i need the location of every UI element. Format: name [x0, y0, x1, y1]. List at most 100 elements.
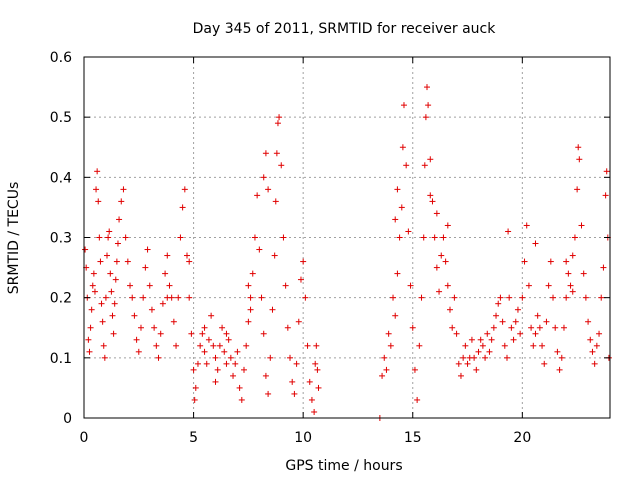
data-point: [267, 354, 274, 361]
data-point: [245, 282, 252, 289]
data-point: [186, 258, 193, 265]
data-point: [475, 348, 482, 355]
data-point: [101, 354, 108, 361]
data-point: [210, 342, 217, 349]
data-point: [201, 324, 208, 331]
data-point: [247, 306, 254, 313]
data-point: [433, 264, 440, 271]
data-point: [227, 354, 234, 361]
data-point: [208, 312, 215, 319]
data-point: [596, 330, 603, 337]
data-point: [499, 318, 506, 325]
data-point: [400, 102, 407, 109]
data-point: [90, 270, 97, 277]
data-point: [311, 408, 318, 415]
data-point: [575, 144, 582, 151]
data-point: [556, 366, 563, 373]
data-point: [563, 258, 570, 265]
data-point: [506, 294, 513, 301]
data-point: [423, 84, 430, 91]
data-point: [95, 198, 102, 205]
data-point: [118, 198, 125, 205]
data-point: [129, 294, 136, 301]
data-point: [427, 156, 434, 163]
data-point: [508, 324, 515, 331]
data-point: [429, 198, 436, 205]
data-point: [93, 186, 100, 193]
data-point: [225, 336, 232, 343]
data-point: [238, 396, 245, 403]
data-point: [112, 276, 119, 283]
data-point: [223, 330, 230, 337]
data-point: [574, 186, 581, 193]
data-point: [173, 342, 180, 349]
data-point: [177, 234, 184, 241]
data-point: [94, 168, 101, 175]
data-point: [232, 360, 239, 367]
data-point: [191, 396, 198, 403]
x-tick-label: 20: [513, 430, 531, 446]
data-point: [96, 234, 103, 241]
data-point: [411, 366, 418, 373]
data-point: [565, 270, 572, 277]
data-point: [571, 234, 578, 241]
data-point: [197, 342, 204, 349]
data-point: [234, 348, 241, 355]
data-point: [392, 312, 399, 319]
data-point: [534, 312, 541, 319]
data-point: [394, 186, 401, 193]
data-point: [214, 366, 221, 373]
data-point: [88, 306, 95, 313]
data-point: [269, 306, 276, 313]
data-point: [547, 258, 554, 265]
data-point: [86, 348, 93, 355]
data-point: [260, 174, 267, 181]
data-point: [407, 282, 414, 289]
data-point: [212, 378, 219, 385]
data-point: [315, 384, 322, 391]
data-point: [131, 312, 138, 319]
data-point: [109, 312, 116, 319]
data-point: [89, 282, 96, 289]
data-point: [106, 228, 113, 235]
data-point: [464, 360, 471, 367]
data-point: [560, 324, 567, 331]
data-point: [539, 342, 546, 349]
data-point: [113, 258, 120, 265]
data-point: [170, 318, 177, 325]
data-point: [91, 288, 98, 295]
data-point: [102, 294, 109, 301]
data-point: [569, 288, 576, 295]
data-point: [212, 354, 219, 361]
data-point: [414, 396, 421, 403]
data-point: [536, 324, 543, 331]
data-point: [223, 360, 230, 367]
data-point: [146, 282, 153, 289]
data-point: [151, 324, 158, 331]
y-tick-label: 0.2: [50, 291, 72, 307]
data-point: [190, 366, 197, 373]
data-point: [602, 192, 609, 199]
data-point: [304, 342, 311, 349]
data-point: [453, 330, 460, 337]
data-point: [271, 252, 278, 259]
data-point: [97, 258, 104, 265]
data-point: [431, 234, 438, 241]
data-point: [133, 336, 140, 343]
data-point: [510, 336, 517, 343]
data-point: [260, 330, 267, 337]
data-point: [514, 306, 521, 313]
data-point: [258, 294, 265, 301]
data-point: [262, 372, 269, 379]
data-point: [438, 252, 445, 259]
data-point: [247, 294, 254, 301]
data-point: [421, 162, 428, 169]
data-point: [449, 324, 456, 331]
data-point: [558, 354, 565, 361]
data-point: [440, 234, 447, 241]
data-point: [460, 354, 467, 361]
y-tick-label: 0.1: [50, 351, 72, 367]
data-point: [111, 300, 118, 307]
